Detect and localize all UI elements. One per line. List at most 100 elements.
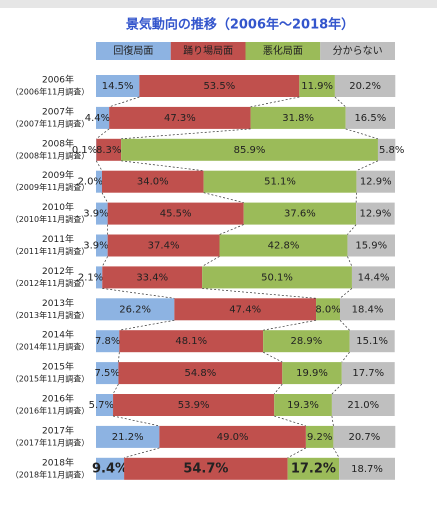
- bar-segment: [333, 425, 396, 448]
- y-tick-note: （2016年11月調査）: [11, 406, 90, 416]
- bar-segment: [356, 202, 395, 225]
- connector: [347, 256, 353, 267]
- y-tick-note: （2012年11月調査）: [11, 278, 90, 288]
- bar-segment: [219, 234, 348, 257]
- connector: [263, 319, 317, 331]
- y-tick-label: 2007年: [42, 105, 74, 117]
- value-label: 21.0%: [347, 400, 379, 411]
- connector: [341, 351, 350, 363]
- connector: [333, 447, 340, 458]
- bar-segment: [356, 170, 395, 193]
- connector: [331, 415, 334, 426]
- value-label: 7.5%: [95, 368, 120, 379]
- connector: [121, 160, 204, 172]
- bar-segment: [202, 266, 352, 289]
- y-tick-note: （2014年11月調査）: [11, 342, 90, 352]
- value-label: 4.4%: [85, 113, 110, 124]
- value-label: 12.9%: [360, 177, 392, 188]
- top-strip: [0, 0, 437, 8]
- y-tick-label: 2009年: [42, 169, 74, 181]
- value-label: 15.9%: [355, 241, 387, 252]
- y-tick-note: （2006年11月調査）: [11, 87, 90, 97]
- connector: [347, 224, 357, 235]
- value-label: 9.4%: [92, 461, 128, 476]
- value-label: 85.9%: [234, 145, 266, 156]
- value-label: 31.8%: [282, 113, 314, 124]
- value-label: 51.1%: [264, 177, 296, 188]
- bar-segment: [118, 362, 283, 385]
- y-tick-label: 2014年: [42, 329, 74, 341]
- connector: [203, 192, 244, 203]
- value-label: 45.5%: [160, 209, 192, 220]
- bar-segment: [377, 138, 396, 161]
- bar-segment: [107, 234, 220, 257]
- value-label: 34.0%: [137, 177, 169, 188]
- bar-segment: [159, 425, 306, 448]
- y-tick-label: 2016年: [42, 393, 74, 405]
- legend-swatch: [96, 42, 171, 60]
- bar-segment: [341, 362, 395, 385]
- value-label: 54.8%: [184, 368, 216, 379]
- bar-segment: [119, 330, 264, 353]
- y-tick-note: （2018年11月調査）: [11, 469, 90, 479]
- value-label: 50.1%: [261, 272, 293, 283]
- y-tick-note: （2010年11月調査）: [11, 214, 90, 224]
- y-tick-note: （2011年11月調査）: [11, 246, 90, 256]
- bar-segment: [96, 330, 120, 353]
- y-tick-note: （2013年11月調査）: [11, 310, 90, 320]
- value-label: 16.5%: [354, 113, 386, 124]
- connector: [262, 351, 283, 363]
- value-label: 47.4%: [229, 304, 261, 315]
- bar-segment: [96, 170, 102, 193]
- connector: [219, 224, 244, 235]
- value-label: 17.7%: [352, 368, 384, 379]
- y-tick-label: 2011年: [42, 233, 74, 245]
- value-label: 53.5%: [203, 81, 235, 92]
- connector: [121, 128, 251, 140]
- bar-segment: [347, 234, 395, 257]
- value-label: 20.2%: [349, 81, 381, 92]
- connector: [109, 96, 140, 108]
- bar-segment: [287, 457, 340, 480]
- value-label: 8.3%: [96, 145, 121, 156]
- bar-segment: [96, 457, 125, 480]
- value-label: 12.9%: [360, 209, 392, 220]
- value-label: 17.2%: [291, 461, 336, 476]
- bar-segment: [174, 298, 317, 321]
- bar-segment: [339, 298, 395, 321]
- value-label: 11.9%: [301, 81, 333, 92]
- value-label: 5.7%: [89, 400, 114, 411]
- value-label: 37.6%: [284, 209, 316, 220]
- bar-segment: [96, 425, 160, 448]
- value-label: 18.4%: [352, 304, 384, 315]
- value-label: 54.7%: [183, 461, 228, 476]
- value-label: 20.7%: [348, 432, 380, 443]
- value-label: 5.8%: [379, 145, 404, 156]
- bar-segment: [96, 266, 103, 289]
- y-tick-label: 2008年: [42, 137, 74, 149]
- bar-segment: [96, 362, 119, 385]
- bar-segment: [351, 266, 395, 289]
- chart-title: 景気動向の推移（2006年～2018年）: [126, 17, 354, 33]
- value-label: 42.8%: [268, 241, 300, 252]
- connector: [201, 256, 220, 267]
- legend-swatch: [170, 42, 246, 60]
- value-label: 8.0%: [315, 304, 340, 315]
- connector: [101, 192, 108, 203]
- connector: [334, 96, 346, 108]
- bar-segment: [349, 330, 395, 353]
- connector: [339, 288, 353, 299]
- bar-segment: [101, 170, 204, 193]
- y-tick-note: （2009年11月調査）: [11, 182, 90, 192]
- connector: [96, 128, 110, 140]
- y-tick-label: 2006年: [42, 74, 74, 86]
- bar-segment: [96, 394, 114, 416]
- bar-segment: [109, 106, 251, 129]
- bar-segment: [102, 266, 203, 289]
- bar-segment: [113, 394, 275, 416]
- bar-segment: [316, 298, 340, 321]
- bar-segment: [274, 394, 332, 416]
- bar-segment: [263, 330, 350, 353]
- value-label: 47.3%: [164, 113, 196, 124]
